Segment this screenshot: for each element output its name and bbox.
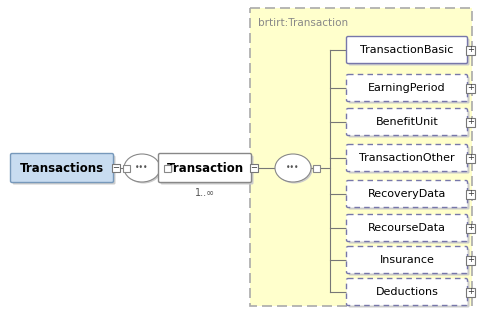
FancyBboxPatch shape <box>346 180 468 208</box>
Text: −: − <box>113 163 119 173</box>
Ellipse shape <box>125 156 161 184</box>
FancyBboxPatch shape <box>346 75 468 101</box>
Bar <box>467 288 476 296</box>
Bar <box>467 45 476 54</box>
Bar <box>250 164 258 172</box>
FancyBboxPatch shape <box>349 249 469 276</box>
FancyBboxPatch shape <box>346 37 468 64</box>
Text: •••: ••• <box>286 163 300 173</box>
FancyBboxPatch shape <box>346 278 468 306</box>
Bar <box>467 255 476 265</box>
FancyBboxPatch shape <box>250 8 472 306</box>
Text: +: + <box>468 190 474 198</box>
Text: brtirt:Transaction: brtirt:Transaction <box>258 18 348 28</box>
FancyBboxPatch shape <box>349 216 469 243</box>
Text: +: + <box>468 255 474 265</box>
Bar <box>112 164 120 172</box>
Text: Transactions: Transactions <box>20 162 104 175</box>
FancyBboxPatch shape <box>346 145 468 171</box>
Bar <box>164 164 171 171</box>
FancyBboxPatch shape <box>349 38 469 66</box>
Bar <box>467 83 476 93</box>
Text: Transaction: Transaction <box>166 162 243 175</box>
Text: −: − <box>251 163 258 173</box>
Text: RecourseData: RecourseData <box>368 223 446 233</box>
FancyBboxPatch shape <box>349 182 469 209</box>
Bar <box>467 153 476 163</box>
Ellipse shape <box>275 154 311 182</box>
Bar <box>313 164 320 171</box>
Text: +: + <box>468 83 474 93</box>
FancyBboxPatch shape <box>346 247 468 273</box>
FancyBboxPatch shape <box>159 153 251 182</box>
Bar <box>467 117 476 127</box>
FancyBboxPatch shape <box>349 77 469 104</box>
Text: TransactionBasic: TransactionBasic <box>360 45 454 55</box>
Bar <box>467 224 476 232</box>
FancyBboxPatch shape <box>346 215 468 242</box>
FancyBboxPatch shape <box>349 146 469 174</box>
Text: 1..∞: 1..∞ <box>195 188 215 198</box>
Text: +: + <box>468 224 474 232</box>
Ellipse shape <box>276 156 312 184</box>
Text: +: + <box>468 288 474 296</box>
FancyBboxPatch shape <box>11 153 114 182</box>
Text: Insurance: Insurance <box>379 255 434 265</box>
Bar <box>467 190 476 198</box>
Bar <box>124 164 130 171</box>
Text: TransactionOther: TransactionOther <box>359 153 455 163</box>
FancyBboxPatch shape <box>349 111 469 138</box>
Ellipse shape <box>124 154 160 182</box>
Text: BenefitUnit: BenefitUnit <box>376 117 438 127</box>
Text: •••: ••• <box>135 163 149 173</box>
Text: Deductions: Deductions <box>376 287 438 297</box>
Text: EarningPeriod: EarningPeriod <box>368 83 446 93</box>
FancyBboxPatch shape <box>346 108 468 135</box>
FancyBboxPatch shape <box>160 156 253 185</box>
Text: +: + <box>468 117 474 127</box>
Text: +: + <box>468 153 474 163</box>
Text: RecoveryData: RecoveryData <box>368 189 446 199</box>
FancyBboxPatch shape <box>12 156 115 185</box>
Text: +: + <box>468 45 474 54</box>
FancyBboxPatch shape <box>349 280 469 307</box>
